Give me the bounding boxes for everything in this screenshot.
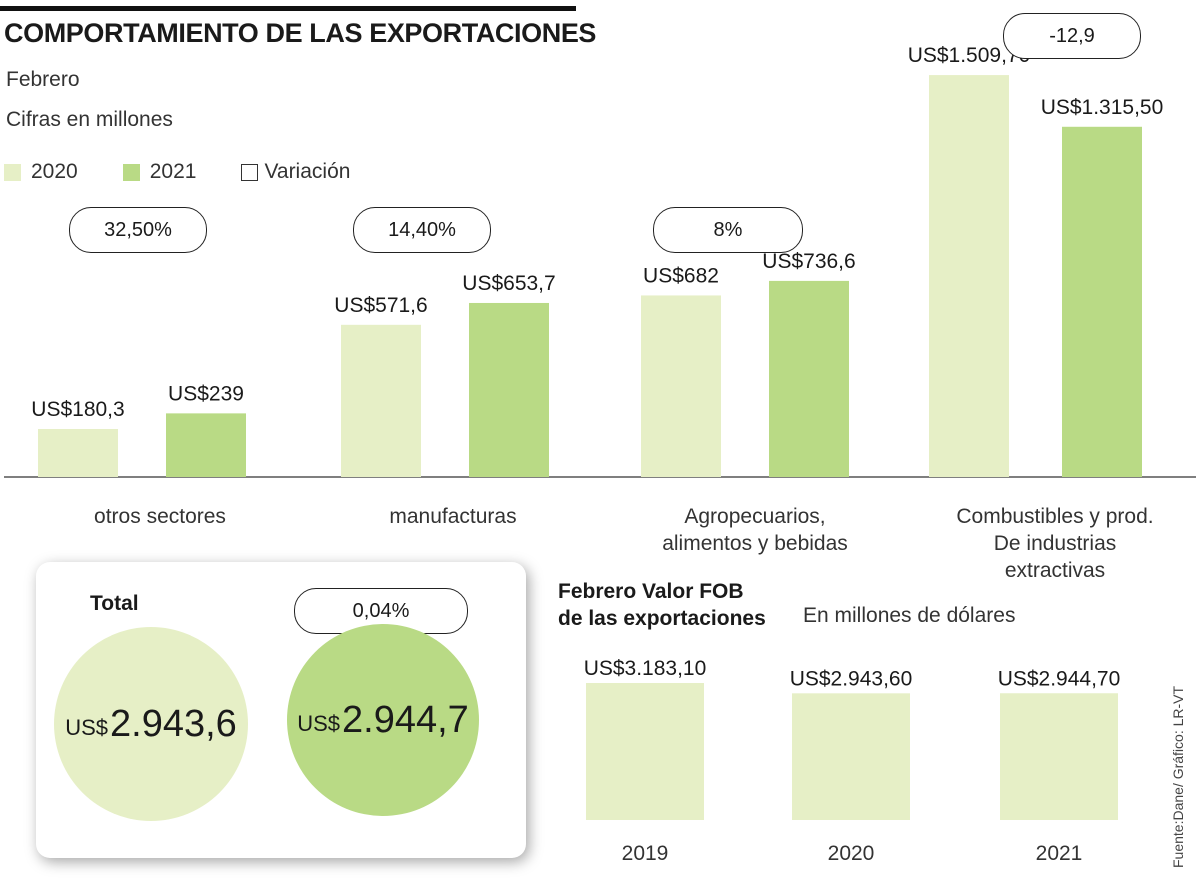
title-rule [0,6,576,11]
fob-title-line2: de las exportaciones [558,607,766,630]
fob-tick-label-2020: 2020 [828,842,875,865]
legend-swatch-variacion [241,163,259,181]
bar-2020-2 [341,324,421,477]
fob-tick-label-2021: 2021 [1036,842,1083,865]
page-title: COMPORTAMIENTO DE LAS EXPORTACIONES [4,18,597,48]
category-line: extractivas [1004,559,1106,582]
variation-pill-manufacturas: 14,40% [353,207,491,253]
fob-tick-label-2019: 2019 [622,842,669,865]
legend-item-2021: 2021 [122,160,197,184]
data-label-2021-4: US$1.315,50 [1041,96,1164,119]
category-label-combustibles: Combustibles y prod. De industrias extra… [915,503,1195,584]
total-label: Total [90,592,139,615]
category-line: otros sectores [94,505,226,528]
source-credit: Fuente:Dane/ Gráfico: LR-VT [1170,685,1186,868]
fob-subtitle: En millones de dólares [803,604,1016,627]
fob-data-label-2019: US$3.183,10 [584,657,707,680]
legend-label-variacion: Variación [264,160,351,183]
legend-swatch-2020 [4,163,21,181]
data-label-2021-2: US$653,7 [462,272,555,295]
category-label-agropecuarios: Agropecuarios, alimentos y bebidas [620,503,890,557]
total-2020-circle: US$ 2.943,6 [54,627,248,821]
fob-data-label-2020: US$2.943,60 [790,667,913,690]
legend-label-2020: 2020 [31,160,78,183]
fob-data-label-2021: US$2.944,70 [998,667,1121,690]
category-line: De industrias [993,532,1117,555]
data-label-2020-1: US$180,3 [31,398,124,421]
data-label-2020-3: US$682 [643,264,719,287]
fob-bar-2019 [586,683,704,820]
category-line: Agropecuarios, [684,505,826,528]
legend-label-2021: 2021 [149,160,197,183]
fob-title-line1: Febrero Valor FOB [558,580,744,603]
total-2020-value: 2.943,6 [110,702,237,745]
fob-bar-2021 [1000,693,1118,820]
bar-2021-1 [166,413,246,477]
data-label-2020-4: US$1.509,70 [908,44,1031,67]
fob-bar-chart: US$3.183,10 2019 US$2.943,60 2020 US$2.944,7… [584,657,1121,865]
fob-title: Febrero Valor FOB de las exportaciones [558,578,766,632]
bar-2020-4 [929,75,1009,477]
main-bar-chart: US$180,3 US$571,6 US$682 US$1.509,70 US$239 U… [4,44,1196,478]
subtitle-month: Febrero [6,68,80,91]
total-2020-currency: US$ [65,715,108,740]
category-label-otros-sectores: otros sectores [40,503,280,530]
bar-2020-3 [641,295,721,477]
legend: 2020 2021 Variación [4,160,395,184]
data-label-2020-2: US$571,6 [334,294,427,317]
bar-2021-4 [1062,126,1142,477]
category-line: Combustibles y prod. [956,505,1154,528]
variation-pill-agropecuarios: 8% [653,207,803,253]
bar-2021-2 [469,302,549,477]
legend-item-variacion: Variación [241,160,350,184]
variation-pill-otros-sectores: 32,50% [69,207,207,253]
variation-pill-combustibles: -12,9 [1003,13,1141,59]
data-label-2021-3: US$736,6 [762,250,855,273]
fob-bar-2020 [792,693,910,820]
bar-2021-3 [769,280,849,477]
total-2021-currency: US$ [297,711,340,736]
category-label-manufacturas: manufacturas [333,503,573,530]
category-line: alimentos y bebidas [662,532,848,555]
bar-2020-1 [38,428,118,477]
legend-item-2020: 2020 [4,160,78,184]
total-2021-circle: US$ 2.944,7 [287,624,479,816]
total-2021-value: 2.944,7 [342,698,469,741]
legend-swatch-2021 [122,163,140,181]
category-line: manufacturas [389,505,517,528]
subtitle-units: Cifras en millones [6,108,173,131]
data-label-2021-1: US$239 [168,382,244,405]
